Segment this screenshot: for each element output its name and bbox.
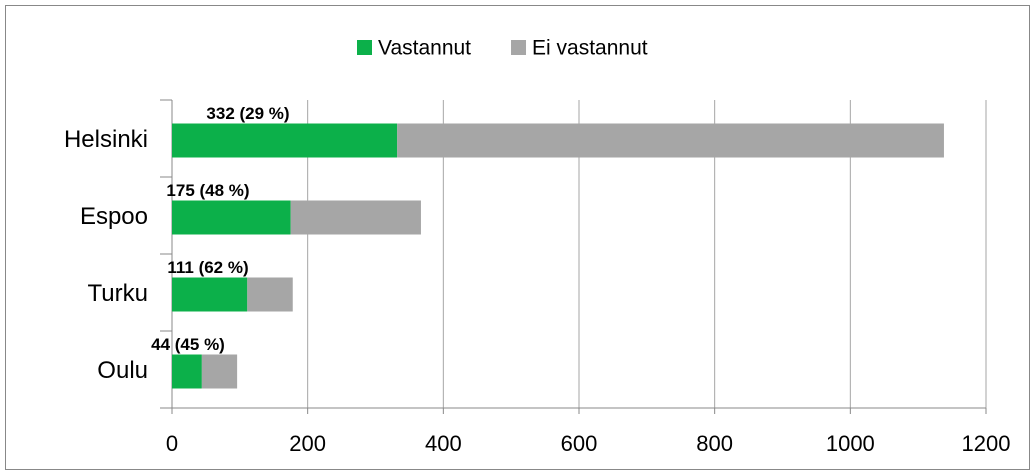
legend-label: Vastannut xyxy=(378,37,471,60)
bar-segment xyxy=(172,123,398,158)
bar-segment xyxy=(172,354,202,389)
x-tick-label: 800 xyxy=(696,431,733,456)
data-label: 175 (48 %) xyxy=(166,181,249,200)
x-tick-label: 200 xyxy=(289,431,326,456)
data-label: 332 (29 %) xyxy=(206,104,289,123)
bar-segment xyxy=(290,200,421,235)
legend-swatch xyxy=(357,40,372,55)
x-tick-label: 600 xyxy=(561,431,598,456)
bar-segment xyxy=(172,277,248,312)
bar-segment xyxy=(247,277,293,312)
y-tick-label: Espoo xyxy=(80,203,148,230)
x-tick-label: 0 xyxy=(166,431,178,456)
legend-swatch xyxy=(511,40,527,55)
y-tick-label: Turku xyxy=(88,280,148,307)
data-label: 44 (45 %) xyxy=(151,335,225,354)
x-tick-label: 400 xyxy=(425,431,462,456)
y-tick-label: Helsinki xyxy=(64,126,148,153)
bar-segment xyxy=(172,200,291,235)
x-tick-label: 1000 xyxy=(826,431,875,456)
legend-label: Ei vastannut xyxy=(532,37,648,60)
y-tick-label: Oulu xyxy=(97,357,148,384)
chart-border xyxy=(5,5,1030,470)
data-label: 111 (62 %) xyxy=(167,258,248,277)
bar-segment xyxy=(397,123,944,158)
x-tick-label: 1200 xyxy=(962,431,1011,456)
bar-segment xyxy=(201,354,238,389)
